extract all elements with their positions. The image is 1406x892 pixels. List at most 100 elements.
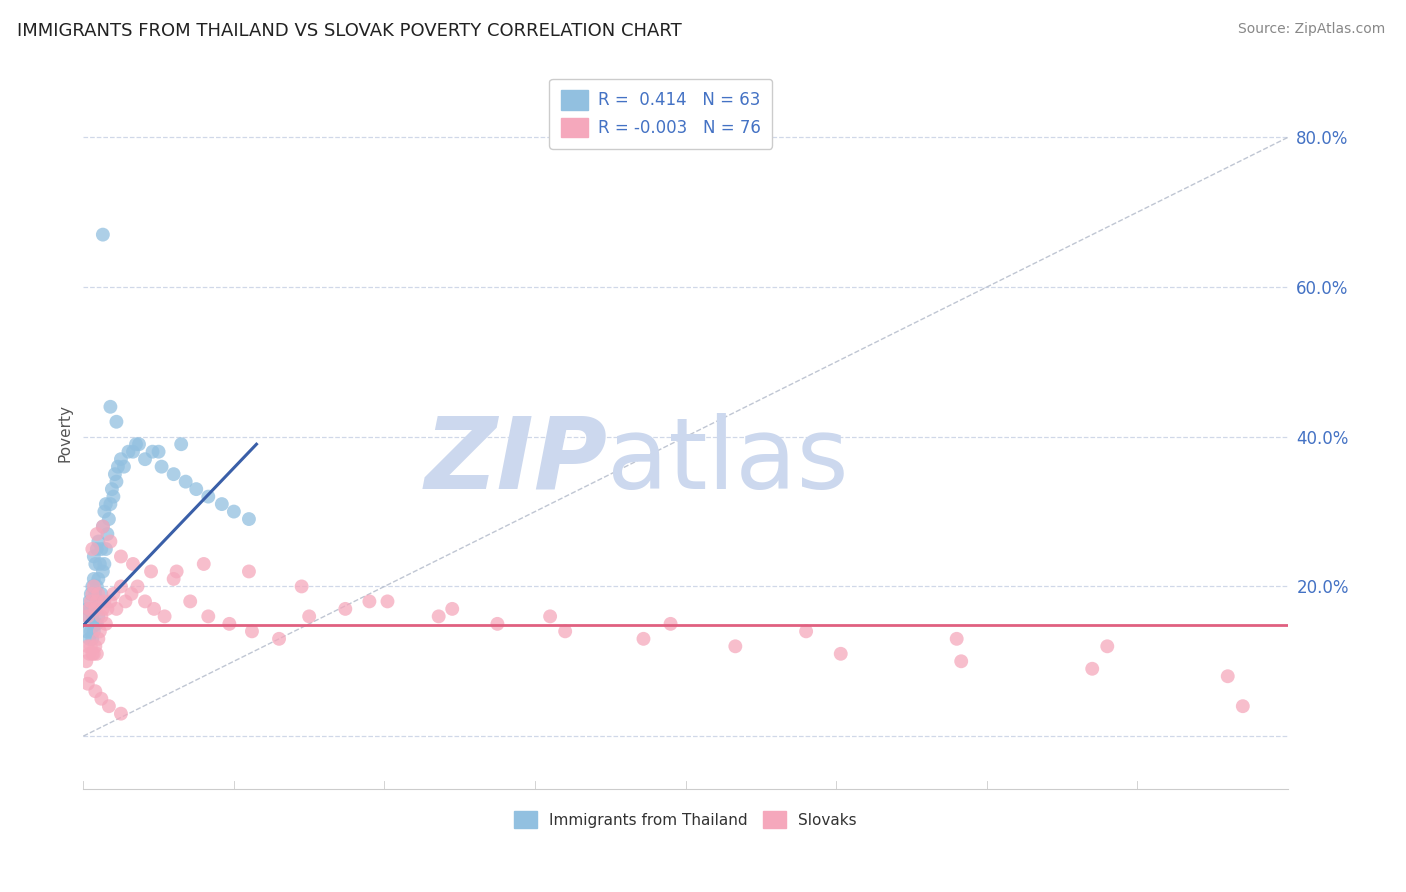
Point bbox=[80, 602, 103, 616]
Point bbox=[76, 602, 98, 616]
Point bbox=[87, 572, 110, 586]
Point bbox=[222, 505, 245, 519]
Point bbox=[945, 632, 967, 646]
Point bbox=[110, 452, 132, 467]
Point bbox=[87, 587, 110, 601]
Legend: Immigrants from Thailand, Slovaks: Immigrants from Thailand, Slovaks bbox=[508, 805, 863, 834]
Point bbox=[76, 609, 98, 624]
Point bbox=[90, 691, 112, 706]
Point bbox=[267, 632, 290, 646]
Point bbox=[80, 594, 103, 608]
Point bbox=[89, 557, 111, 571]
Point bbox=[80, 624, 103, 639]
Point bbox=[76, 677, 98, 691]
Point bbox=[139, 565, 162, 579]
Point bbox=[86, 541, 108, 556]
Point bbox=[83, 579, 105, 593]
Point bbox=[103, 587, 125, 601]
Point bbox=[91, 227, 114, 242]
Point bbox=[794, 624, 817, 639]
Point bbox=[87, 632, 110, 646]
Point bbox=[86, 594, 108, 608]
Point bbox=[89, 594, 111, 608]
Point bbox=[82, 541, 104, 556]
Point bbox=[538, 609, 561, 624]
Point bbox=[100, 594, 122, 608]
Point bbox=[87, 534, 110, 549]
Point bbox=[830, 647, 852, 661]
Point bbox=[122, 444, 145, 458]
Text: Source: ZipAtlas.com: Source: ZipAtlas.com bbox=[1237, 22, 1385, 37]
Point bbox=[104, 467, 127, 482]
Point bbox=[143, 602, 166, 616]
Point bbox=[84, 684, 107, 698]
Point bbox=[218, 616, 240, 631]
Point bbox=[96, 602, 118, 616]
Point bbox=[75, 654, 97, 668]
Point bbox=[114, 594, 136, 608]
Point bbox=[1097, 640, 1119, 654]
Text: ZIP: ZIP bbox=[425, 413, 607, 510]
Point bbox=[84, 640, 107, 654]
Point bbox=[659, 616, 682, 631]
Point bbox=[97, 512, 120, 526]
Point bbox=[86, 616, 108, 631]
Point bbox=[100, 497, 122, 511]
Point bbox=[633, 632, 655, 646]
Point bbox=[427, 609, 450, 624]
Point bbox=[91, 602, 114, 616]
Point bbox=[94, 616, 117, 631]
Point bbox=[82, 647, 104, 661]
Point bbox=[163, 572, 186, 586]
Point bbox=[86, 647, 108, 661]
Point bbox=[107, 459, 129, 474]
Point bbox=[134, 594, 156, 608]
Point bbox=[76, 609, 98, 624]
Point bbox=[148, 444, 170, 458]
Point bbox=[83, 647, 105, 661]
Point bbox=[93, 505, 115, 519]
Point bbox=[110, 706, 132, 721]
Point bbox=[90, 609, 112, 624]
Point bbox=[80, 669, 103, 683]
Point bbox=[197, 490, 219, 504]
Point bbox=[80, 587, 103, 601]
Point bbox=[186, 482, 208, 496]
Point bbox=[93, 557, 115, 571]
Point bbox=[112, 459, 135, 474]
Point bbox=[105, 475, 128, 489]
Point bbox=[554, 624, 576, 639]
Point bbox=[91, 565, 114, 579]
Point bbox=[153, 609, 176, 624]
Point bbox=[80, 640, 103, 654]
Point bbox=[84, 557, 107, 571]
Point bbox=[128, 437, 150, 451]
Point bbox=[76, 640, 98, 654]
Point bbox=[291, 579, 314, 593]
Point bbox=[163, 467, 186, 482]
Point bbox=[142, 444, 165, 458]
Point bbox=[1216, 669, 1239, 683]
Point bbox=[486, 616, 509, 631]
Point bbox=[724, 640, 747, 654]
Point bbox=[117, 444, 139, 458]
Point bbox=[79, 594, 101, 608]
Point bbox=[84, 616, 107, 631]
Point bbox=[83, 602, 105, 616]
Point bbox=[110, 579, 132, 593]
Point bbox=[166, 565, 188, 579]
Point bbox=[100, 400, 122, 414]
Point bbox=[150, 459, 173, 474]
Point bbox=[84, 602, 107, 616]
Point bbox=[94, 497, 117, 511]
Point bbox=[101, 482, 124, 496]
Point bbox=[82, 579, 104, 593]
Point bbox=[79, 602, 101, 616]
Point bbox=[121, 587, 143, 601]
Point bbox=[84, 587, 107, 601]
Point bbox=[110, 549, 132, 564]
Point bbox=[86, 527, 108, 541]
Y-axis label: Poverty: Poverty bbox=[58, 404, 72, 462]
Point bbox=[105, 415, 128, 429]
Text: IMMIGRANTS FROM THAILAND VS SLOVAK POVERTY CORRELATION CHART: IMMIGRANTS FROM THAILAND VS SLOVAK POVER… bbox=[17, 22, 682, 40]
